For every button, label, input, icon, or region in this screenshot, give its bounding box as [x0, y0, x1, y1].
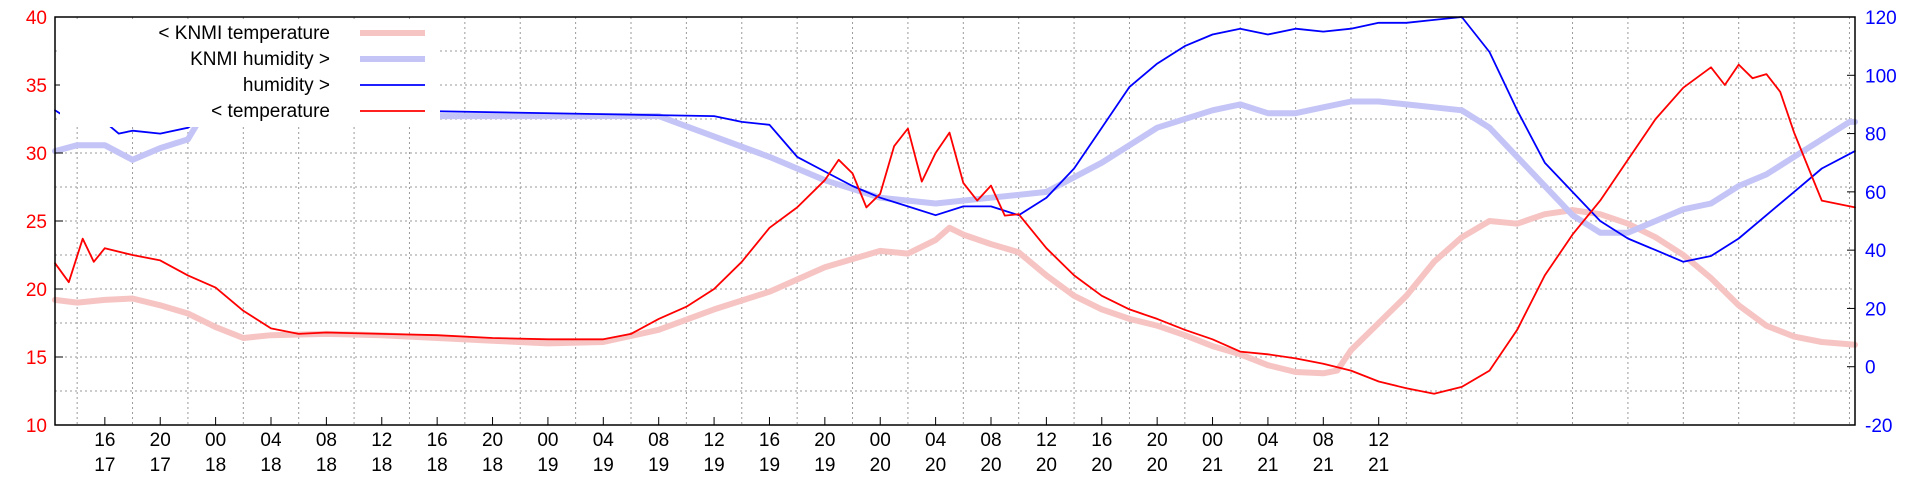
x-tick-hour: 00: [205, 430, 226, 451]
x-tick-day: 21: [1257, 455, 1278, 476]
left-tick-label: 10: [26, 416, 47, 437]
x-tick-day: 18: [371, 455, 392, 476]
x-tick-hour: 00: [1202, 430, 1223, 451]
left-tick-label: 30: [26, 144, 47, 165]
x-tick-day: 20: [925, 455, 946, 476]
legend: < KNMI temperature KNMI humidity > humidit…: [60, 19, 440, 127]
x-tick-hour: 04: [925, 430, 947, 451]
x-tick-day: 20: [1091, 455, 1112, 476]
x-tick-hour: 04: [260, 430, 282, 451]
x-tick-day: 19: [593, 455, 614, 476]
x-tick-day: 17: [150, 455, 171, 476]
right-tick-label: 100: [1865, 66, 1897, 87]
right-tick-label: 80: [1865, 125, 1886, 146]
x-tick-hour: 08: [316, 430, 337, 451]
legend-background: [60, 19, 440, 127]
x-tick-day: 19: [759, 455, 780, 476]
right-tick-label: 20: [1865, 299, 1886, 320]
left-tick-label: 25: [26, 212, 47, 233]
left-tick-label: 15: [26, 348, 47, 369]
x-tick-day: 20: [1036, 455, 1057, 476]
right-axis-ticks: -20 0 20 40 60 80 100 120: [1847, 8, 1897, 437]
x-tick-hour: 12: [1368, 430, 1389, 451]
x-tick-day: 17: [94, 455, 115, 476]
legend-label: humidity >: [243, 75, 330, 96]
x-tick-day: 18: [427, 455, 448, 476]
x-tick-hour: 08: [1313, 430, 1334, 451]
right-tick-label: 120: [1865, 8, 1897, 29]
x-axis-ticks: 16 17 20 17 00 18 04 18 08 18 12 18 16 18 20 18 00 19 04 19…: [94, 417, 1389, 476]
x-tick-hour: 12: [1036, 430, 1057, 451]
x-tick-day: 20: [870, 455, 891, 476]
x-tick-hour: 12: [371, 430, 392, 451]
right-tick-label: -20: [1865, 416, 1892, 437]
x-tick-day: 21: [1313, 455, 1334, 476]
right-tick-label: 0: [1865, 358, 1876, 379]
left-tick-label: 20: [26, 280, 47, 301]
x-tick-hour: 16: [94, 430, 115, 451]
x-tick-day: 18: [260, 455, 281, 476]
x-tick-hour: 00: [537, 430, 558, 451]
left-tick-label: 40: [26, 8, 47, 29]
x-tick-hour: 16: [759, 430, 780, 451]
right-tick-label: 40: [1865, 241, 1886, 262]
x-tick-day: 19: [648, 455, 669, 476]
legend-label: < KNMI temperature: [158, 23, 330, 44]
x-tick-day: 20: [1147, 455, 1168, 476]
x-tick-hour: 04: [1257, 430, 1279, 451]
x-tick-hour: 00: [870, 430, 891, 451]
x-tick-day: 21: [1368, 455, 1389, 476]
x-tick-day: 18: [482, 455, 503, 476]
x-tick-hour: 20: [150, 430, 171, 451]
x-tick-day: 18: [316, 455, 337, 476]
x-tick-day: 19: [814, 455, 835, 476]
x-tick-day: 21: [1202, 455, 1223, 476]
x-tick-hour: 16: [1091, 430, 1112, 451]
x-tick-hour: 12: [704, 430, 725, 451]
x-tick-day: 20: [980, 455, 1001, 476]
x-tick-day: 18: [205, 455, 226, 476]
x-tick-hour: 20: [814, 430, 835, 451]
legend-label: KNMI humidity >: [190, 49, 330, 70]
x-tick-hour: 08: [980, 430, 1001, 451]
x-tick-hour: 08: [648, 430, 669, 451]
right-tick-label: 60: [1865, 183, 1886, 204]
x-tick-hour: 16: [427, 430, 448, 451]
series-line-3: [54, 63, 1856, 395]
x-tick-day: 19: [704, 455, 725, 476]
x-tick-hour: 20: [482, 430, 503, 451]
series-line-0: [52, 207, 1858, 377]
x-tick-day: 19: [537, 455, 558, 476]
left-axis-ticks: 10 15 20 25 30 35 40: [26, 8, 63, 437]
legend-label: < temperature: [211, 101, 330, 122]
x-tick-hour: 04: [593, 430, 615, 451]
left-tick-label: 35: [26, 76, 47, 97]
x-tick-hour: 20: [1147, 430, 1168, 451]
